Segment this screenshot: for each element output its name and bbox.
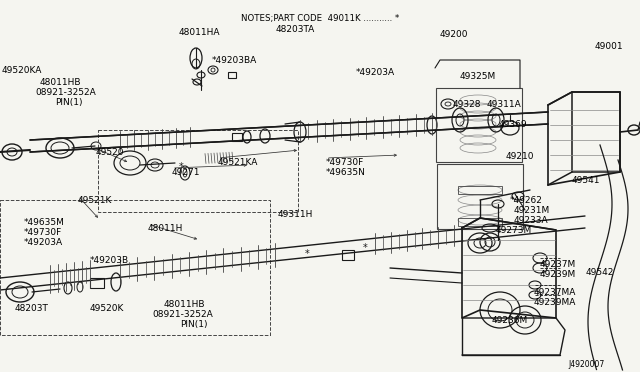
Text: NOTES;PART CODE  49011K ........... *: NOTES;PART CODE 49011K ........... *	[241, 13, 399, 22]
Text: *49203A: *49203A	[24, 238, 63, 247]
Text: 49273M: 49273M	[496, 226, 532, 235]
Text: 48203TA: 48203TA	[275, 26, 315, 35]
Text: 49271: 49271	[172, 168, 200, 177]
Text: *49203BA: *49203BA	[212, 56, 257, 65]
Text: 49200: 49200	[440, 30, 468, 39]
Bar	[98, 130, 298, 212]
Text: 48011H: 48011H	[148, 224, 184, 233]
Text: 49521KA: 49521KA	[218, 158, 259, 167]
Text: 49521K: 49521K	[78, 196, 113, 205]
Text: 49541: 49541	[572, 176, 600, 185]
Text: 48011HA: 48011HA	[179, 28, 221, 37]
Text: *49635M: *49635M	[24, 218, 65, 227]
Text: 49520KA: 49520KA	[2, 66, 42, 75]
Text: 49231M: 49231M	[514, 206, 550, 215]
Text: 49542: 49542	[586, 268, 614, 277]
Bar	[436, 88, 522, 162]
Text: *: *	[305, 249, 309, 259]
Text: *49262: *49262	[510, 196, 543, 205]
Text: 49328: 49328	[453, 100, 481, 109]
Text: 49311H: 49311H	[278, 210, 314, 219]
Bar	[90, 278, 104, 288]
Bar	[0, 200, 270, 335]
Text: 08921-3252A: 08921-3252A	[152, 310, 212, 319]
Text: 48011HB: 48011HB	[164, 300, 205, 309]
Bar	[232, 133, 242, 141]
Text: *: *	[363, 243, 367, 253]
Text: 49520: 49520	[96, 148, 125, 157]
Bar	[228, 72, 236, 78]
Text: *: *	[179, 162, 184, 172]
Text: 48203T: 48203T	[15, 304, 49, 313]
Text: *49203B: *49203B	[90, 256, 129, 265]
Text: 49311A: 49311A	[487, 100, 522, 109]
Text: 49237MA: 49237MA	[534, 288, 577, 297]
Text: 49236M: 49236M	[492, 316, 528, 325]
Text: 48011HB: 48011HB	[40, 78, 81, 87]
Text: 49210: 49210	[506, 152, 534, 161]
Text: *49635N: *49635N	[326, 168, 366, 177]
Bar	[458, 218, 502, 226]
Text: 49325M: 49325M	[460, 72, 496, 81]
Text: 49237M: 49237M	[540, 260, 576, 269]
Text: PIN(1): PIN(1)	[180, 320, 207, 329]
Text: 49520K: 49520K	[90, 304, 124, 313]
Text: 49001: 49001	[595, 42, 623, 51]
Text: J4920007: J4920007	[568, 360, 604, 369]
Text: *49730F: *49730F	[326, 158, 364, 167]
Text: PIN(1): PIN(1)	[55, 98, 83, 107]
Text: 08921-3252A: 08921-3252A	[35, 88, 96, 97]
Text: *49203A: *49203A	[356, 68, 395, 77]
Bar	[342, 250, 354, 260]
Text: *49730F: *49730F	[24, 228, 62, 237]
Bar	[437, 164, 523, 229]
Bar	[458, 186, 502, 194]
Text: 49239M: 49239M	[540, 270, 576, 279]
Text: 49369: 49369	[499, 120, 527, 129]
Text: 49239MA: 49239MA	[534, 298, 577, 307]
Text: 49233A: 49233A	[514, 216, 548, 225]
